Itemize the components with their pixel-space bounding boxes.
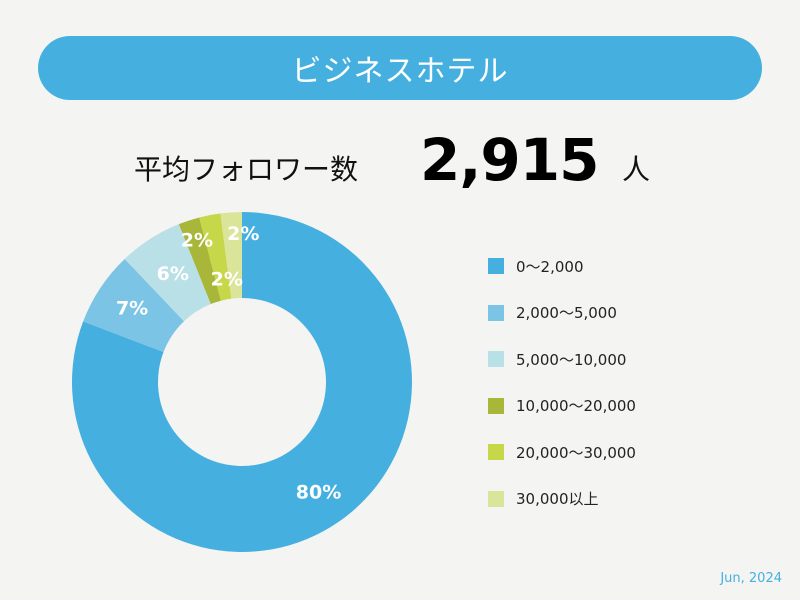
donut-slice-1	[83, 258, 185, 353]
legend-item: 10,000〜20,000	[488, 394, 636, 418]
page-title: ビジネスホテル	[291, 54, 509, 89]
title-banner: ビジネスホテル	[38, 36, 762, 100]
donut-slice-3	[178, 217, 221, 305]
donut-slice-4	[199, 213, 232, 301]
legend-item: 30,000以上	[488, 487, 636, 511]
slice-label-2: 6%	[157, 263, 189, 285]
legend-label: 20,000〜30,000	[516, 443, 636, 462]
donut-slice-2	[124, 224, 211, 322]
stat-row: 平均フォロワー数 2,915 人	[0, 118, 800, 208]
legend-label: 10,000〜20,000	[516, 397, 636, 415]
legend-item: 0〜2,000	[488, 254, 636, 278]
legend-swatch	[488, 258, 504, 274]
legend-item: 2,000〜5,000	[488, 301, 636, 325]
legend-swatch	[488, 490, 504, 507]
legend-swatch	[488, 304, 504, 321]
legend-item: 20,000〜30,000	[488, 440, 636, 464]
date-footer: Jun, 2024	[720, 571, 782, 586]
slice-label-4: 2%	[211, 269, 243, 291]
legend-label: 2,000〜5,000	[516, 304, 617, 322]
legend-label: 30,000以上	[516, 490, 599, 508]
legend-swatch	[488, 397, 504, 414]
donut-slice-5	[220, 212, 242, 299]
stat-value: 2,915	[420, 126, 599, 194]
slice-label-5: 2%	[227, 223, 259, 245]
legend-label: 5,000〜10,000	[516, 350, 627, 369]
slice-label-0: 80%	[296, 482, 341, 504]
legend-swatch	[488, 351, 504, 367]
legend-swatch	[488, 444, 504, 460]
legend-label: 0〜2,000	[516, 257, 584, 276]
slice-label-3: 2%	[181, 229, 213, 251]
chart-legend: 0〜2,000 2,000〜5,000 5,000〜10,000 10,000〜20,…	[488, 254, 636, 533]
stat-label: 平均フォロワー数	[134, 153, 359, 186]
stat-unit: 人	[622, 153, 651, 186]
slice-label-1: 7%	[116, 297, 148, 319]
donut-slice-0	[72, 212, 412, 552]
legend-item: 5,000〜10,000	[488, 347, 636, 371]
donut-chart: 80% 7% 6% 2% 2% 2%	[72, 212, 412, 552]
